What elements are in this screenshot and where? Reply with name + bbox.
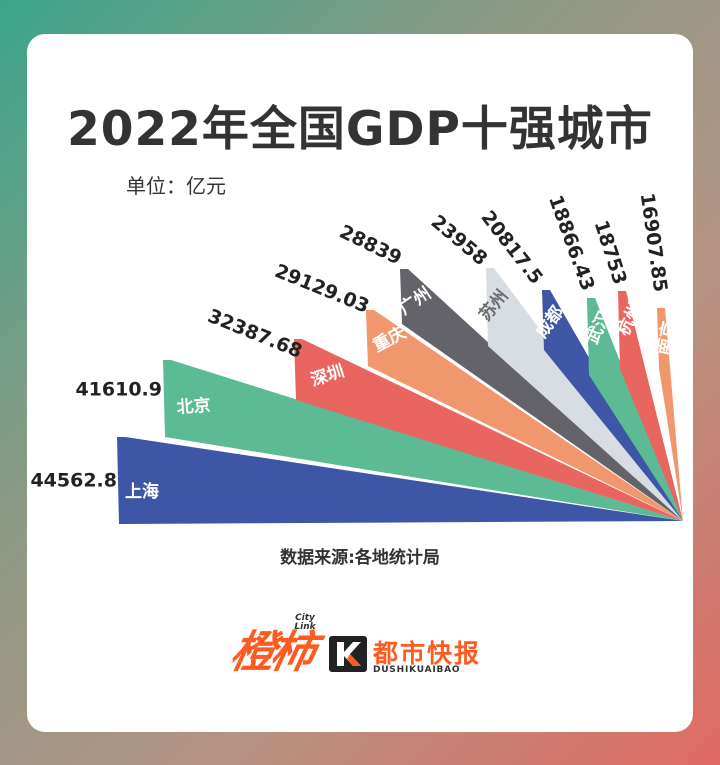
dushikuaibao-title: 都市快报: [373, 639, 482, 668]
city-label-nanjing: 南京: [652, 319, 680, 357]
unit-label: 单位：亿元: [126, 174, 226, 198]
value-label-wuhan: 18866.43: [544, 192, 599, 293]
dushikuaibao-logo: 都市快报 DUSHIKUAIBAO: [329, 634, 489, 678]
bar-chongqing: [366, 310, 683, 521]
bar-wuhan: [587, 298, 683, 521]
city-label-beijing: 北京: [176, 395, 211, 418]
city-label-hangzhou: 杭州: [613, 299, 647, 339]
data-source: 数据来源:各地统计局: [280, 548, 440, 568]
chart-title: 2022年全国GDP十强城市: [67, 102, 653, 157]
bar-guangzhou: [400, 269, 683, 521]
bar-nanjing: [657, 308, 683, 521]
city-label-shanghai: 上海: [125, 481, 159, 502]
bar-shanghai: [117, 437, 683, 524]
k-logo-icon: [329, 636, 367, 672]
value-label-shanghai: 44562.8: [30, 470, 117, 492]
value-label-nanjing: 16907.85: [636, 192, 672, 294]
chengshi-logo-sub: City Link: [294, 613, 316, 632]
bar-shenzhen: [294, 339, 683, 521]
value-label-guangzhou: 28839: [336, 221, 405, 270]
dushikuaibao-en: DUSHIKUAIBAO: [373, 665, 461, 675]
value-label-shenzhen: 32387.68: [205, 305, 306, 363]
value-label-beijing: 41610.9: [75, 379, 162, 401]
bar-hangzhou: [618, 291, 683, 521]
value-label-chongqing: 29129.03: [272, 260, 373, 318]
bar-beijing: [163, 360, 683, 521]
chengshi-logo: 橙柿 City Link: [226, 614, 317, 680]
